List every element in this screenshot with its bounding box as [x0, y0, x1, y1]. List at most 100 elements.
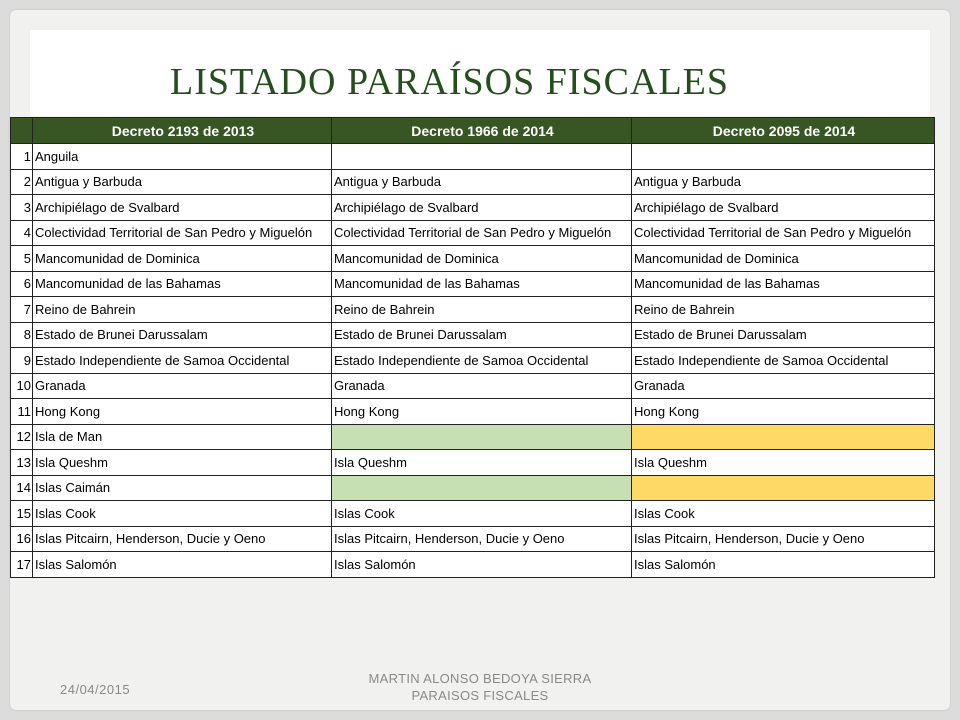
cell-decreto-1966: Estado Independiente de Samoa Occidental [331, 347, 632, 374]
cell-decreto-2095: Hong Kong [631, 398, 935, 425]
footer-date: 24/04/2015 [60, 682, 131, 697]
footer-presentation-title: PARAISOS FISCALES [411, 688, 549, 703]
cell-decreto-2193: Colectividad Territorial de San Pedro y … [32, 219, 332, 246]
row-number: 13 [10, 449, 33, 476]
cell-decreto-2193: Granada [32, 372, 332, 399]
cell-decreto-1966: Archipiélago de Svalbard [331, 194, 632, 221]
cell-decreto-2095: Islas Pitcairn, Henderson, Ducie y Oeno [631, 525, 935, 552]
table-row: 13 Isla Queshm Isla Queshm Isla Queshm [10, 449, 935, 476]
table-row: 15 Islas Cook Islas Cook Islas Cook [10, 500, 935, 527]
row-number: 11 [10, 398, 33, 425]
row-number: 6 [10, 270, 33, 297]
cell-decreto-2095 [631, 423, 935, 450]
slide: LISTADO PARAÍSOS FISCALES Decreto 2193 d… [10, 10, 950, 710]
title-band [30, 30, 930, 116]
tax-haven-table: Decreto 2193 de 2013 Decreto 1966 de 201… [10, 117, 935, 578]
cell-decreto-2095: Estado Independiente de Samoa Occidental [631, 347, 935, 374]
row-number: 14 [10, 474, 33, 501]
table-row: 11 Hong Kong Hong Kong Hong Kong [10, 398, 935, 425]
cell-decreto-2095: Isla Queshm [631, 449, 935, 476]
cell-decreto-2095 [631, 143, 935, 170]
slide-title: LISTADO PARAÍSOS FISCALES [170, 61, 730, 103]
cell-decreto-2193: Islas Caimán [32, 474, 332, 501]
cell-decreto-1966: Mancomunidad de Dominica [331, 245, 632, 272]
cell-decreto-1966: Estado de Brunei Darussalam [331, 321, 632, 348]
row-number: 17 [10, 551, 33, 578]
cell-decreto-2095: Mancomunidad de las Bahamas [631, 270, 935, 297]
cell-decreto-2095: Mancomunidad de Dominica [631, 245, 935, 272]
row-number: 12 [10, 423, 33, 450]
cell-decreto-2193: Isla de Man [32, 423, 332, 450]
cell-decreto-2193: Islas Cook [32, 500, 332, 527]
cell-decreto-2193: Anguila [32, 143, 332, 170]
cell-decreto-1966 [331, 474, 632, 501]
table-row: 3 Archipiélago de Svalbard Archipiélago de… [10, 194, 935, 221]
table-row: 9 Estado Independiente de Samoa Occidenta… [10, 347, 935, 374]
cell-decreto-2095: Granada [631, 372, 935, 399]
row-number: 4 [10, 219, 33, 246]
table-row: 6 Mancomunidad de las Bahamas Mancomunidad… [10, 270, 935, 297]
cell-decreto-2193: Hong Kong [32, 398, 332, 425]
cell-decreto-2193: Antigua y Barbuda [32, 168, 332, 195]
cell-decreto-2193: Reino de Bahrein [32, 296, 332, 323]
cell-decreto-2193: Mancomunidad de Dominica [32, 245, 332, 272]
row-number: 2 [10, 168, 33, 195]
cell-decreto-2193: Islas Pitcairn, Henderson, Ducie y Oeno [32, 525, 332, 552]
cell-decreto-1966: Mancomunidad de las Bahamas [331, 270, 632, 297]
cell-decreto-1966 [331, 423, 632, 450]
table-row: 1 Anguila [10, 143, 935, 170]
row-number: 9 [10, 347, 33, 374]
cell-decreto-1966: Islas Salomón [331, 551, 632, 578]
row-number: 5 [10, 245, 33, 272]
row-number: 15 [10, 500, 33, 527]
table-body: 1 Anguila 2 Antigua y Barbuda Antigua y Barb… [10, 143, 935, 578]
cell-decreto-1966: Hong Kong [331, 398, 632, 425]
table-row: 2 Antigua y Barbuda Antigua y Barbuda Antig… [10, 168, 935, 195]
table-row: 5 Mancomunidad de Dominica Mancomunidad de… [10, 245, 935, 272]
cell-decreto-2193: Islas Salomón [32, 551, 332, 578]
header-decreto-1966: Decreto 1966 de 2014 [331, 117, 632, 144]
header-number [10, 117, 33, 144]
cell-decreto-1966: Colectividad Territorial de San Pedro y … [331, 219, 632, 246]
cell-decreto-2193: Estado Independiente de Samoa Occidental [32, 347, 332, 374]
footer-author-name: MARTIN ALONSO BEDOYA SIERRA [368, 671, 592, 686]
row-number: 3 [10, 194, 33, 221]
cell-decreto-2193: Mancomunidad de las Bahamas [32, 270, 332, 297]
table-row: 17 Islas Salomón Islas Salomón Islas Salomó… [10, 551, 935, 578]
cell-decreto-2095: Estado de Brunei Darussalam [631, 321, 935, 348]
footer-author: MARTIN ALONSO BEDOYA SIERRA PARAISOS FIS… [330, 670, 630, 704]
cell-decreto-2193: Archipiélago de Svalbard [32, 194, 332, 221]
cell-decreto-1966: Antigua y Barbuda [331, 168, 632, 195]
cell-decreto-1966: Granada [331, 372, 632, 399]
cell-decreto-2193: Estado de Brunei Darussalam [32, 321, 332, 348]
row-number: 7 [10, 296, 33, 323]
cell-decreto-2095: Archipiélago de Svalbard [631, 194, 935, 221]
cell-decreto-2095: Islas Salomón [631, 551, 935, 578]
table-row: 12 Isla de Man [10, 423, 935, 450]
cell-decreto-1966: Reino de Bahrein [331, 296, 632, 323]
row-number: 8 [10, 321, 33, 348]
cell-decreto-2095: Reino de Bahrein [631, 296, 935, 323]
header-decreto-2193: Decreto 2193 de 2013 [32, 117, 332, 144]
table-header-row: Decreto 2193 de 2013 Decreto 1966 de 201… [10, 117, 935, 144]
tax-haven-table-container: Decreto 2193 de 2013 Decreto 1966 de 201… [10, 117, 935, 578]
table-row: 14 Islas Caimán [10, 474, 935, 501]
row-number: 1 [10, 143, 33, 170]
cell-decreto-2095: Antigua y Barbuda [631, 168, 935, 195]
table-row: 8 Estado de Brunei Darussalam Estado de Br… [10, 321, 935, 348]
table-row: 16 Islas Pitcairn, Henderson, Ducie y Oen… [10, 525, 935, 552]
table-row: 4 Colectividad Territorial de San Pedro y… [10, 219, 935, 246]
cell-decreto-1966: Isla Queshm [331, 449, 632, 476]
table-row: 7 Reino de Bahrein Reino de Bahrein Reino d… [10, 296, 935, 323]
row-number: 10 [10, 372, 33, 399]
cell-decreto-2095 [631, 474, 935, 501]
cell-decreto-1966 [331, 143, 632, 170]
cell-decreto-2095: Islas Cook [631, 500, 935, 527]
cell-decreto-2095: Colectividad Territorial de San Pedro y … [631, 219, 935, 246]
cell-decreto-1966: Islas Cook [331, 500, 632, 527]
cell-decreto-1966: Islas Pitcairn, Henderson, Ducie y Oeno [331, 525, 632, 552]
row-number: 16 [10, 525, 33, 552]
table-row: 10 Granada Granada Granada [10, 372, 935, 399]
header-decreto-2095: Decreto 2095 de 2014 [631, 117, 935, 144]
cell-decreto-2193: Isla Queshm [32, 449, 332, 476]
